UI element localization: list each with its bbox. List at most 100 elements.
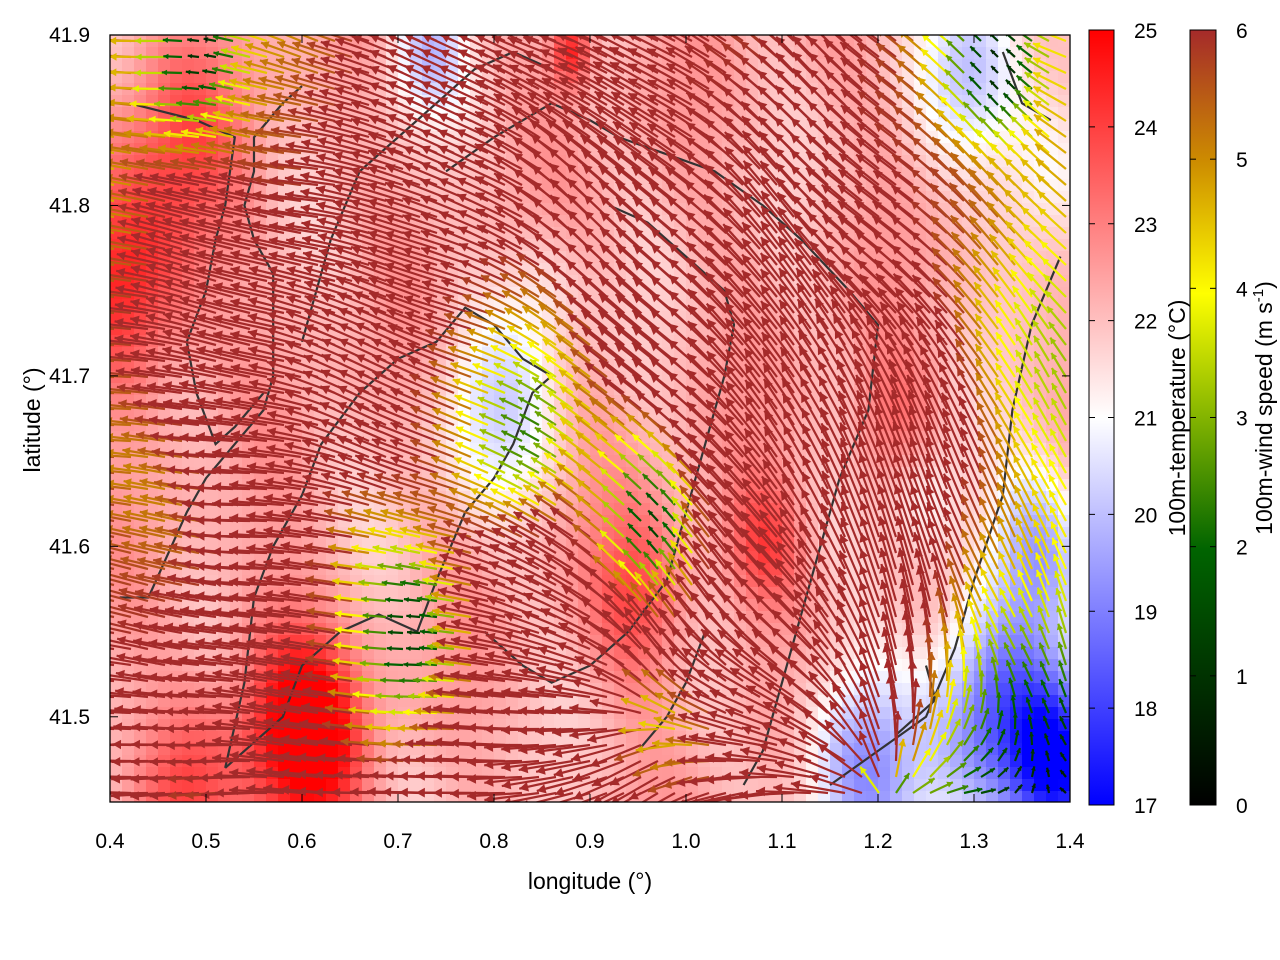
temperature-cell [974,71,987,84]
temperature-cell [914,191,927,204]
temperature-cell [1058,107,1070,120]
temperature-cell [158,779,171,792]
temperature-cell [590,167,603,180]
temperature-cell [1058,743,1070,756]
temperature-cell [350,587,363,600]
temperature-cell [194,779,207,792]
temperature-cell [182,95,195,108]
temperature-cell [746,119,759,132]
temperature-cell [386,635,399,648]
temperature-cell [650,515,663,528]
temperature-cell [686,143,699,156]
temperature-cell [374,635,387,648]
temperature-cell [122,779,135,792]
temperature-cell [158,731,171,744]
temperature-cell [902,35,915,48]
temperature-cell [794,107,807,120]
temperature-cell [986,95,999,108]
temperature-cell [1058,239,1070,252]
temperature-cell [170,119,183,132]
temperature-cell [374,587,387,600]
temperature-cell [998,671,1011,684]
temperature-cell [362,683,375,696]
temperature-cell [122,59,135,72]
temperature-cell [710,95,723,108]
temperature-cell [158,59,171,72]
temperature-cell [878,731,891,744]
temperature-cell [998,35,1011,48]
temperature-cell [974,95,987,108]
temperature-cell [278,107,291,120]
temperature-cell [782,47,795,60]
temperature-cell [938,179,951,192]
temperature-cell [938,131,951,144]
temperature-cell [938,647,951,660]
temperature-cell [998,131,1011,144]
temperature-cell [158,119,171,132]
temperature-cell [794,155,807,168]
temperature-cell [1058,191,1070,204]
temperature-cell [878,695,891,708]
temperature-cell [470,731,483,744]
temperature-cell [554,203,567,216]
temperature-cell [1034,743,1047,756]
temperature-cell [134,731,147,744]
temperature-cell [410,635,423,648]
temperature-cell [926,71,939,84]
temperature-cell [1058,143,1070,156]
temperature-cell [170,71,183,84]
temperature-cell [1034,263,1047,276]
temperature-cell [878,767,891,780]
temperature-cell [554,155,567,168]
temperature-cell [962,119,975,132]
temperature-cell [122,731,135,744]
temperature-cell [182,119,195,132]
temperature-cell [206,71,219,84]
temperature-cell [110,59,123,72]
temperature-cell [626,551,639,564]
temperature-cell [962,35,975,48]
temperature-cell [1022,719,1035,732]
temperature-cell [602,71,615,84]
temperature-cell [1010,167,1023,180]
temperature-cell [986,755,999,768]
temperature-cell [1046,35,1059,48]
temperature-cell [914,659,927,672]
temperature-cell [1058,203,1070,216]
temperature-cell [146,59,159,72]
temperature-cell [146,119,159,132]
temperature-cell [386,551,399,564]
temperature-cell [386,575,399,588]
temperature-cell [122,71,135,84]
temperature-cell [914,143,927,156]
temperature-cell [602,659,615,672]
temperature-cell [170,59,183,72]
temperature-cell [182,71,195,84]
temperature-cell [182,731,195,744]
temperature-cell [578,155,591,168]
temperature-cell [938,167,951,180]
temperature-cell [926,119,939,132]
temperature-cell [1058,275,1070,288]
temperature-cell [1058,179,1070,192]
temperature-cell [950,95,963,108]
temperature-cell [890,143,903,156]
temperature-cell [1034,755,1047,768]
temperature-cell [914,167,927,180]
temperature-cell [158,71,171,84]
temperature-cell [974,59,987,72]
temperature-cell [134,107,147,120]
temperature-cell [674,131,687,144]
temperature-cell [458,731,471,744]
temperature-cell [974,47,987,60]
temperature-cell [878,683,891,696]
temperature-cell [134,59,147,72]
temperature-cell [134,119,147,132]
temperature-cell [902,83,915,96]
temperature-cell [110,119,123,132]
temperature-cell [146,71,159,84]
temperature-cell [962,131,975,144]
temperature-cell [218,779,231,792]
temperature-cell [446,779,459,792]
